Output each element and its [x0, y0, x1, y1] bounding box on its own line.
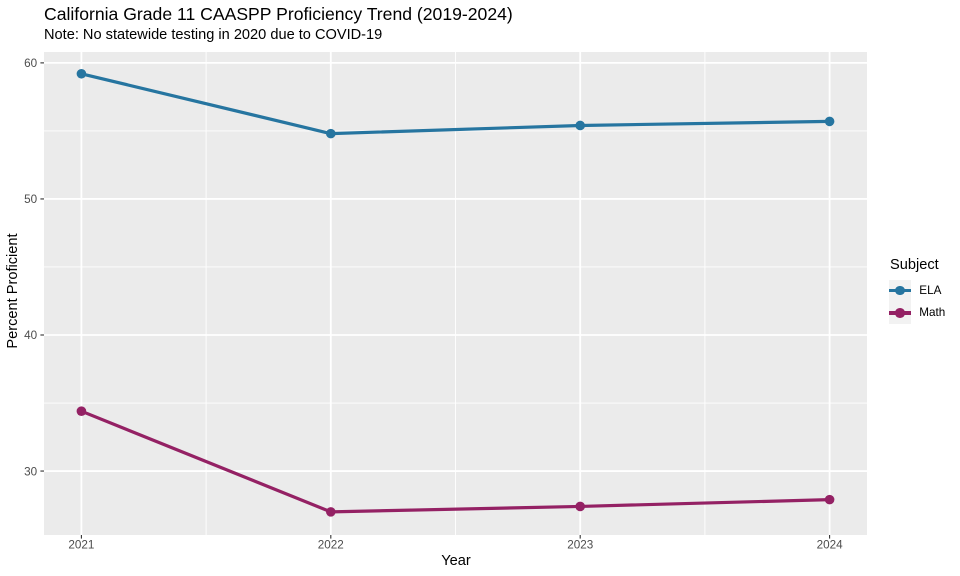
legend-key-dot	[895, 285, 905, 296]
y-axis-title: Percent Proficient	[5, 233, 21, 349]
x-axis-title: Year	[441, 552, 471, 569]
series-line-ela	[81, 72, 830, 136]
y-tick-label: 50	[24, 193, 38, 206]
data-point-ela	[326, 128, 336, 139]
legend-title: Subject	[890, 257, 939, 273]
legend-entry-label: ELA	[919, 284, 942, 298]
legend-entry-label: Math	[919, 306, 946, 320]
legend-entry-math: Math	[889, 301, 946, 325]
chart-subtitle: Note: No statewide testing in 2020 due t…	[44, 27, 383, 43]
legend-key-ela-icon	[889, 279, 912, 302]
legend-key-dot	[895, 308, 905, 318]
legend-entry-ela: ELA	[889, 279, 945, 302]
x-tick-label: 2022	[318, 539, 344, 552]
series-line-math	[80, 409, 830, 514]
y-tick-label: 30	[24, 465, 38, 478]
y-tick-label: 40	[24, 329, 38, 342]
x-tick-label: 2023	[567, 539, 593, 552]
legend: Subject ELA Math	[889, 257, 946, 325]
data-point-math	[326, 507, 336, 517]
data-point-ela	[575, 120, 585, 131]
data-point-math	[76, 406, 87, 416]
data-point-ela	[76, 68, 87, 79]
y-tick-label: 60	[24, 57, 38, 70]
x-tick-label: 2024	[817, 539, 844, 552]
x-tick-label: 2021	[68, 539, 94, 552]
data-point-math	[575, 501, 585, 512]
chart-title: California Grade 11 CAASPP Proficiency T…	[44, 3, 513, 24]
data-point-math	[824, 494, 835, 505]
legend-key-math-icon	[889, 301, 912, 325]
legend-entries: ELA Math	[889, 279, 946, 325]
data-point-ela	[824, 116, 835, 127]
